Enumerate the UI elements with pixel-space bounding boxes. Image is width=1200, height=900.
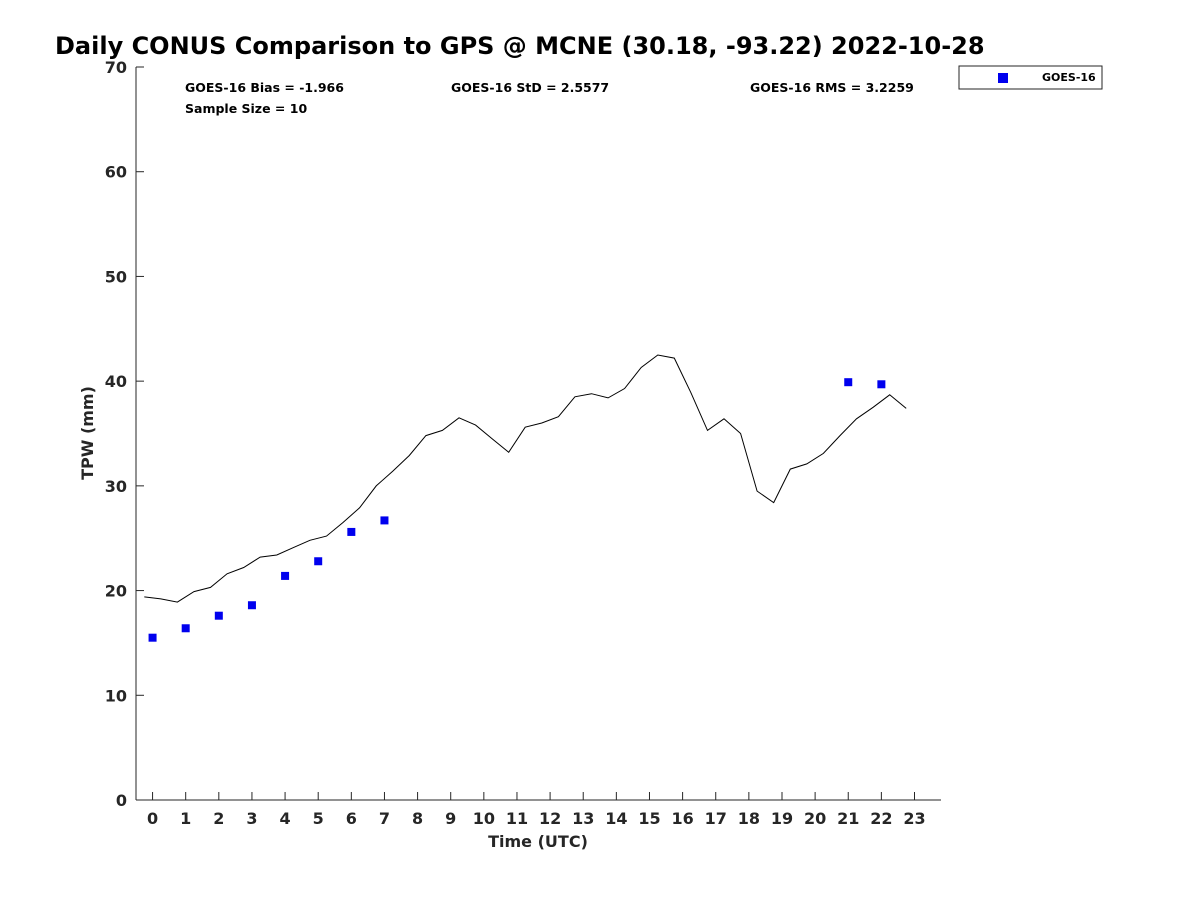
goes-16-point: [281, 571, 290, 580]
goes-16-point: [148, 633, 157, 642]
x-ticks: 0 1 2 3 4 5 6 7 8 9 10 11 12 13 14 15 16 17 18 19 20 21 22 23: [147, 792, 926, 828]
y-tick-label: 0: [116, 791, 127, 810]
rms-stat: GOES-16 RMS = 3.2259: [750, 80, 914, 95]
x-tick-label: 16: [671, 809, 693, 828]
legend-marker-goes-16: [998, 73, 1008, 83]
y-tick-label: 70: [105, 58, 127, 77]
x-tick-label: 20: [804, 809, 826, 828]
bias-stat: GOES-16 Bias = -1.966: [185, 80, 344, 95]
x-tick-label: 23: [903, 809, 925, 828]
x-tick-label: 18: [738, 809, 760, 828]
goes-16-point: [877, 380, 886, 389]
sample-size-stat: Sample Size = 10: [185, 101, 307, 116]
x-tick-label: 3: [246, 809, 257, 828]
y-axis-label: TPW (mm): [78, 386, 97, 480]
goes-16-point: [844, 378, 853, 387]
y-ticks: 0 10 20 30 40 50 60 70: [105, 58, 144, 810]
y-tick-label: 30: [105, 477, 127, 496]
gps-tpw-line: [144, 354, 907, 603]
legend-label-goes-16: GOES-16: [1042, 71, 1096, 84]
x-tick-label: 2: [213, 809, 224, 828]
x-tick-label: 8: [412, 809, 423, 828]
x-tick-label: 19: [771, 809, 793, 828]
legend: GOES-16: [958, 65, 1103, 90]
x-tick-label: 22: [870, 809, 892, 828]
std-stat: GOES-16 StD = 2.5577: [451, 80, 609, 95]
goes-16-point: [380, 516, 389, 525]
x-tick-label: 5: [313, 809, 324, 828]
x-tick-label: 10: [473, 809, 495, 828]
goes-16-point: [181, 624, 190, 633]
x-tick-label: 17: [705, 809, 727, 828]
x-tick-label: 11: [506, 809, 528, 828]
y-tick-label: 10: [105, 686, 127, 705]
y-tick-label: 40: [105, 372, 127, 391]
x-tick-label: 7: [379, 809, 390, 828]
y-tick-label: 50: [105, 267, 127, 286]
x-tick-label: 1: [180, 809, 191, 828]
gps-series: [144, 354, 907, 603]
x-tick-label: 6: [346, 809, 357, 828]
x-tick-label: 0: [147, 809, 158, 828]
goes-16-point: [247, 601, 256, 610]
x-tick-label: 4: [280, 809, 291, 828]
legend-box: [958, 65, 1103, 90]
stats-annotations: GOES-16 Bias = -1.966 GOES-16 StD = 2.55…: [185, 80, 914, 116]
goes-16-point: [314, 557, 323, 566]
x-tick-label: 14: [605, 809, 627, 828]
y-tick-label: 20: [105, 582, 127, 601]
goes-16-point: [214, 611, 223, 620]
x-tick-label: 15: [638, 809, 660, 828]
x-axis-label: Time (UTC): [488, 832, 588, 851]
x-tick-label: 21: [837, 809, 859, 828]
goes-16-series: [148, 378, 886, 642]
y-tick-label: 60: [105, 163, 127, 182]
x-tick-label: 13: [572, 809, 594, 828]
x-tick-label: 9: [445, 809, 456, 828]
x-tick-label: 12: [539, 809, 561, 828]
goes-16-point: [347, 527, 356, 536]
chart-title: Daily CONUS Comparison to GPS @ MCNE (30…: [55, 32, 985, 60]
